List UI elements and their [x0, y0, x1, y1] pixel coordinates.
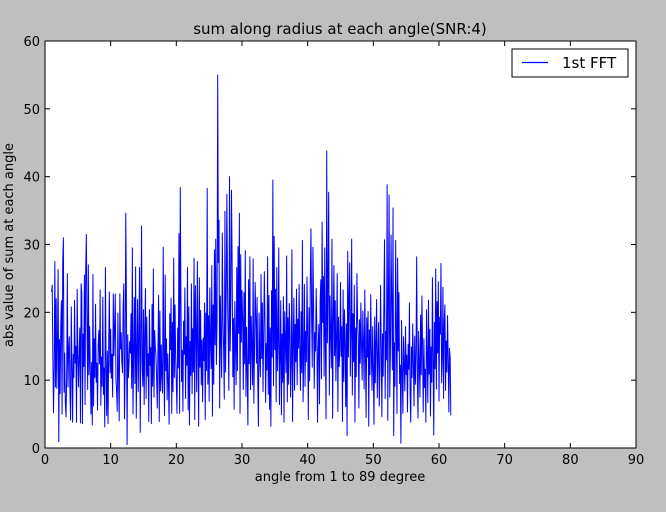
- x-axis-label: angle from 1 to 89 degree: [255, 470, 425, 485]
- x-tick-label: 80: [562, 453, 579, 468]
- chart-title: sum along radius at each angle(SNR:4): [193, 20, 487, 38]
- y-tick-label: 50: [23, 103, 40, 118]
- x-tick-label: 60: [431, 453, 448, 468]
- legend: 1st FFT: [511, 48, 629, 78]
- x-tick-label: 50: [365, 453, 382, 468]
- y-tick-label: 0: [32, 442, 40, 457]
- y-axis: 0 10 20 30 40 50 60: [23, 35, 636, 457]
- y-axis-label: abs value of sum at each angle: [2, 143, 17, 347]
- y-tick-label: 60: [23, 35, 40, 50]
- x-axis: 0 10 20 30 40 50 60 70 80 90: [41, 41, 644, 468]
- x-tick-label: 70: [496, 453, 513, 468]
- x-tick-label: 40: [299, 453, 316, 468]
- x-tick-label: 10: [102, 453, 119, 468]
- series-group: [51, 74, 452, 446]
- x-tick-label: 30: [234, 453, 251, 468]
- series-line-1st-fft: [51, 74, 452, 446]
- y-tick-label: 10: [23, 374, 40, 389]
- x-tick-label: 0: [41, 453, 49, 468]
- y-tick-label: 20: [23, 306, 40, 321]
- x-tick-label: 90: [628, 453, 645, 468]
- x-tick-label: 20: [168, 453, 185, 468]
- y-tick-label: 40: [23, 171, 40, 186]
- legend-label-1st-fft: 1st FFT: [562, 54, 617, 72]
- y-tick-label: 30: [23, 239, 40, 254]
